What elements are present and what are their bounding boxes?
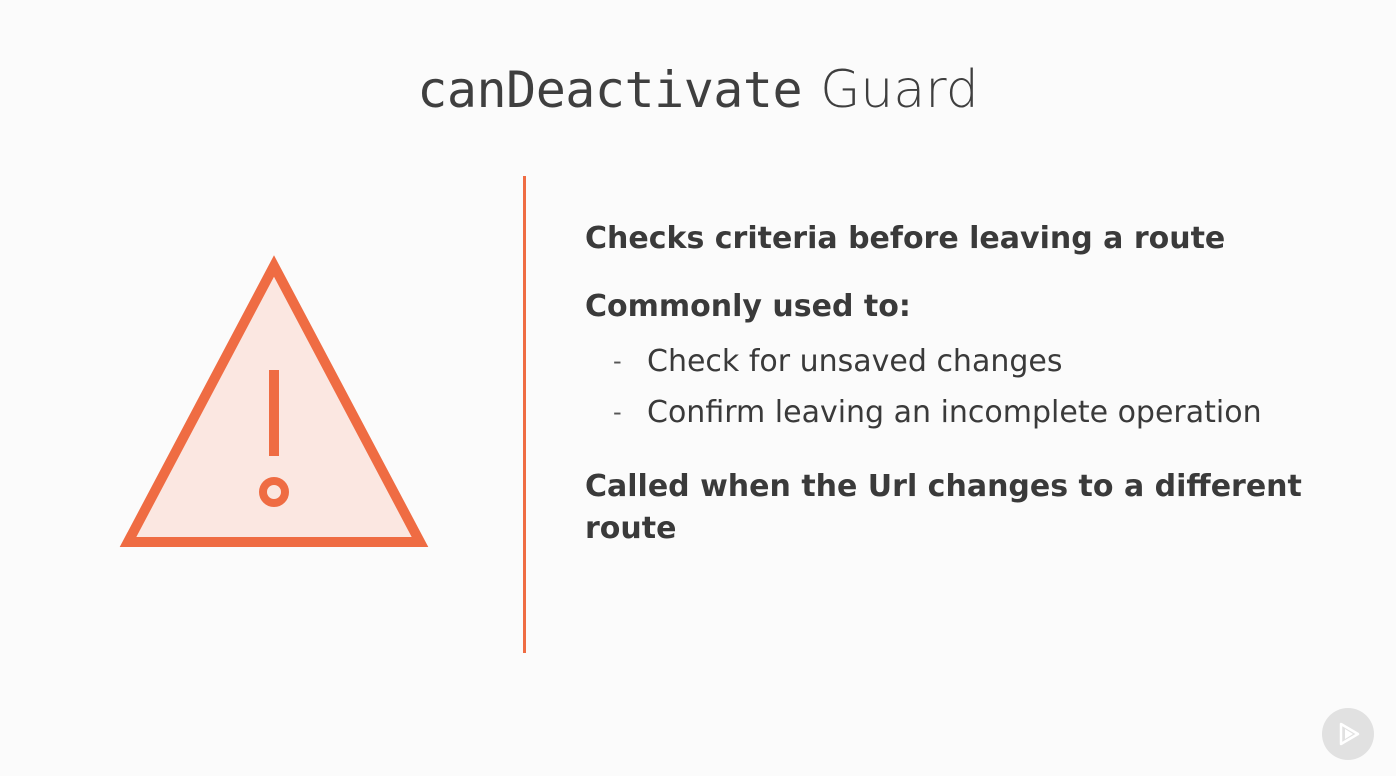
title-plain-text: Guard bbox=[820, 60, 979, 120]
point-criteria-emphasis: before bbox=[848, 221, 959, 256]
dash-bullet: - bbox=[613, 398, 622, 426]
point-criteria-tail: leaving a route bbox=[958, 221, 1226, 256]
warning-triangle-icon bbox=[118, 252, 430, 552]
point-called-when: Called when the Url changes to a differe… bbox=[585, 469, 1302, 546]
usage-item-incomplete: - Confirm leaving an incomplete operatio… bbox=[585, 387, 1375, 438]
point-criteria-text: Checks criteria bbox=[585, 221, 849, 256]
usage-item-label: Check for unsaved changes bbox=[647, 344, 1063, 379]
bullet-content: Checks criteria before leaving a route C… bbox=[585, 218, 1375, 550]
usage-list: - Check for unsaved changes - Confirm le… bbox=[585, 336, 1375, 438]
play-logo-icon bbox=[1339, 722, 1360, 746]
vertical-divider bbox=[523, 176, 526, 653]
dash-bullet: - bbox=[613, 347, 622, 375]
point-commonly-used: Commonly used to: bbox=[585, 289, 911, 324]
play-button[interactable] bbox=[1322, 708, 1374, 760]
usage-item-label: Confirm leaving an incomplete operation bbox=[647, 395, 1262, 430]
usage-item-unsaved: - Check for unsaved changes bbox=[585, 336, 1375, 387]
slide-title: canDeactivate Guard bbox=[0, 58, 1396, 122]
title-code-text: canDeactivate bbox=[417, 61, 803, 119]
point-criteria: Checks criteria before leaving a route bbox=[585, 218, 1375, 260]
